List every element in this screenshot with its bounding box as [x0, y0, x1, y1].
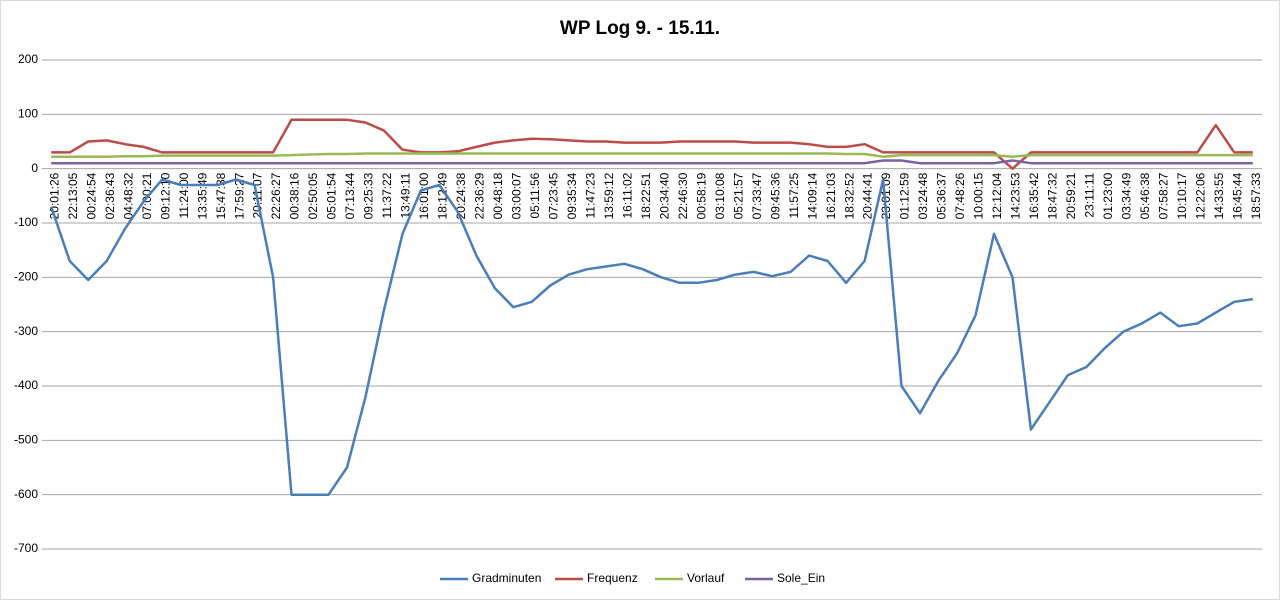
x-tick-label: 16:35:42: [1027, 172, 1041, 219]
x-tick-label: 07:58:27: [1157, 172, 1171, 219]
line-series: [51, 118, 1253, 170]
x-tick-label: 22:36:29: [473, 172, 487, 219]
x-tick-label: 18:47:32: [1046, 172, 1060, 219]
x-tick-label: 09:12:10: [158, 172, 172, 219]
x-tick-label: 00:24:54: [84, 172, 98, 219]
x-tick-label: 22:13:05: [66, 172, 80, 219]
y-tick-label: 0: [31, 161, 38, 175]
x-tick-label: 16:11:02: [620, 172, 634, 218]
x-tick-label: 03:34:49: [1120, 172, 1134, 219]
y-tick-label: 100: [18, 107, 38, 121]
x-tick-label: 18:32:52: [842, 172, 856, 219]
y-tick-label: -500: [14, 433, 38, 447]
y-tick-label: -700: [14, 541, 38, 555]
line-series: [51, 159, 1253, 165]
x-tick-label: 20:44:41: [861, 172, 875, 219]
x-tick-label: 00:58:19: [694, 172, 708, 219]
x-tick-label: 05:11:56: [528, 172, 542, 218]
legend-label: Gradminuten: [472, 571, 541, 585]
x-tick-label: 09:35:34: [565, 172, 579, 219]
x-tick-label: 00:38:16: [288, 172, 302, 219]
legend-label: Vorlauf: [687, 571, 725, 585]
chart-title: WP Log 9. - 15.11.: [560, 18, 720, 39]
x-tick-label: 12:22:06: [1193, 172, 1207, 219]
x-tick-label: 02:50:05: [306, 172, 320, 219]
x-tick-label: 22:26:27: [269, 172, 283, 219]
x-tick-label: 20:24:38: [454, 172, 468, 219]
x-tick-label: 07:23:45: [547, 172, 561, 219]
x-tick-label: 05:36:37: [935, 172, 949, 219]
x-tick-label: 11:24:00: [177, 172, 191, 218]
x-tick-label: 16:45:44: [1230, 172, 1244, 219]
x-tick-label: 03:00:07: [510, 172, 524, 219]
x-tick-label: 11:47:23: [583, 172, 597, 218]
x-tick-label: 05:21:57: [731, 172, 745, 219]
x-tick-label: 04:48:32: [121, 172, 135, 219]
legend-label: Sole_Ein: [777, 571, 825, 585]
x-tick-label: 02:36:43: [103, 172, 117, 219]
x-tick-label: 18:22:51: [639, 172, 653, 219]
x-tick-label: 10:00:15: [972, 172, 986, 219]
x-tick-label: 14:33:55: [1212, 172, 1226, 219]
x-tick-label: 14:23:53: [1009, 172, 1023, 219]
x-tick-label: 16:21:03: [824, 172, 838, 219]
x-tick-label: 07:33:47: [750, 172, 764, 219]
x-tick-label: 03:24:48: [916, 172, 930, 219]
x-tick-label: 15:47:38: [214, 172, 228, 219]
line-series: [51, 152, 1253, 158]
x-tick-label: 17:59:27: [232, 172, 246, 219]
x-tick-label: 11:37:22: [380, 172, 394, 218]
y-tick-label: -100: [14, 215, 38, 229]
x-tick-label: 07:48:26: [953, 172, 967, 219]
x-tick-label: 01:23:00: [1101, 172, 1115, 219]
x-tick-label: 03:10:08: [713, 172, 727, 219]
x-tick-label: 09:45:36: [768, 172, 782, 219]
y-tick-label: -200: [14, 270, 38, 284]
x-tick-label: 05:46:38: [1138, 172, 1152, 219]
x-tick-label: 20:34:40: [657, 172, 671, 219]
x-tick-label: 16:01:00: [417, 172, 431, 219]
x-tick-label: 05:01:54: [325, 172, 339, 219]
x-tick-label: 13:49:11: [399, 172, 413, 218]
line-series: [50, 178, 1253, 496]
x-tick-label: 09:25:33: [362, 172, 376, 219]
x-tick-label: 13:35:49: [195, 172, 209, 219]
x-tick-label: 12:12:04: [990, 172, 1004, 219]
x-tick-label: 00:48:18: [491, 172, 505, 219]
y-tick-label: -300: [14, 324, 38, 338]
y-tick-label: -600: [14, 487, 38, 501]
x-tick-label: 20:59:21: [1064, 172, 1078, 219]
x-tick-label: 11:57:25: [787, 172, 801, 218]
y-tick-label: -400: [14, 378, 38, 392]
x-tick-label: 13:59:12: [602, 172, 616, 219]
x-tick-label: 10:10:17: [1175, 172, 1189, 219]
x-tick-label: 14:09:14: [805, 172, 819, 219]
x-tick-label: 23:11:11: [1083, 172, 1097, 217]
x-tick-label: 22:46:30: [676, 172, 690, 219]
y-tick-label: 200: [18, 52, 38, 66]
x-tick-label: 18:57:33: [1249, 172, 1263, 219]
x-tick-label: 07:13:44: [343, 172, 357, 219]
x-tick-label: 01:12:59: [898, 172, 912, 219]
legend-label: Frequenz: [587, 571, 638, 585]
